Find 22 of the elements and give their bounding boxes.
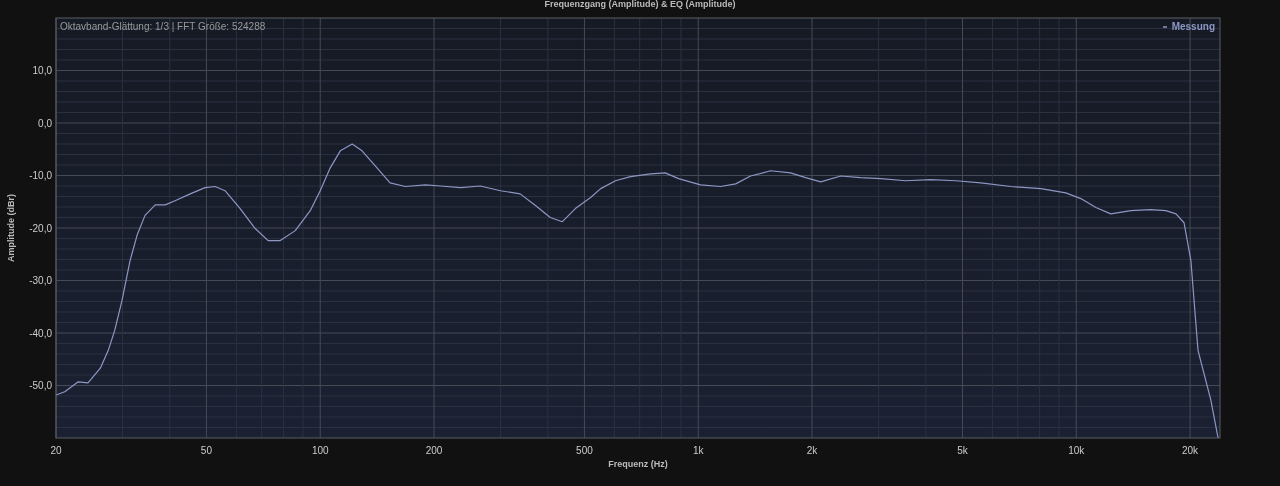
y-tick-label: -30,0 [29, 275, 53, 286]
x-tick-label: 20k [1182, 445, 1200, 456]
chart-title: Frequenzgang (Amplitude) & EQ (Amplitude) [544, 0, 736, 9]
x-tick-label: 1k [692, 445, 705, 456]
legend-label: Messung [1171, 21, 1215, 32]
y-tick-label: -10,0 [29, 170, 53, 181]
x-tick-label: 20 [50, 445, 62, 456]
x-tick-label: 500 [576, 445, 594, 456]
annotation: Oktavband-Glättung: 1/3 | FFT Größe: 524288 [60, 21, 266, 32]
x-axis-title: Frequenz (Hz) [608, 459, 668, 469]
x-tick-label: 100 [311, 445, 330, 456]
y-tick-label: 10,0 [32, 65, 53, 76]
y-tick-label: 0,0 [38, 117, 53, 129]
y-tick-label: -20,0 [29, 222, 53, 234]
x-tick-label: 10k [1068, 445, 1086, 456]
y-axis-title: Amplitude (dBr) [6, 194, 16, 262]
x-tick-label: 200 [425, 445, 443, 456]
x-tick-label: 5k [957, 445, 969, 456]
x-tick-label: 50 [200, 445, 213, 456]
y-tick-label: -40,0 [29, 327, 53, 339]
y-tick-label: -50,0 [29, 380, 53, 391]
x-tick-label: 2k [806, 445, 819, 456]
